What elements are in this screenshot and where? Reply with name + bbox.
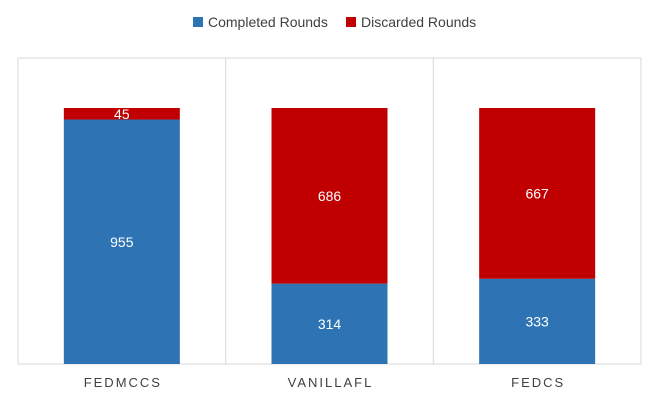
bar-segment [271,108,388,284]
plot-area: 955 45 FEDMCCS 314 686 VANILLAFL 333 667 FEDCS [17,57,642,390]
data-label: 333 [525,313,549,329]
bar-segment [271,283,388,364]
x-tick-label: FEDCS [511,375,565,390]
legend-label: Discarded Rounds [361,14,476,30]
bar-segment [63,108,180,120]
legend-swatch [193,17,203,27]
bar-segment [479,278,596,364]
x-tick-label: VANILLAFL [288,375,374,390]
data-label: 667 [525,185,549,201]
legend-label: Completed Rounds [208,14,328,30]
data-label: 45 [114,106,130,122]
data-label: 314 [318,316,342,332]
data-label: 686 [318,188,342,204]
bar-segment [479,108,596,279]
legend-swatch [346,17,356,27]
data-label: 955 [110,234,134,250]
bar-segment [63,119,180,365]
legend: Completed Rounds Discarded Rounds [193,14,476,30]
x-tick-label: FEDMCCS [84,375,162,390]
